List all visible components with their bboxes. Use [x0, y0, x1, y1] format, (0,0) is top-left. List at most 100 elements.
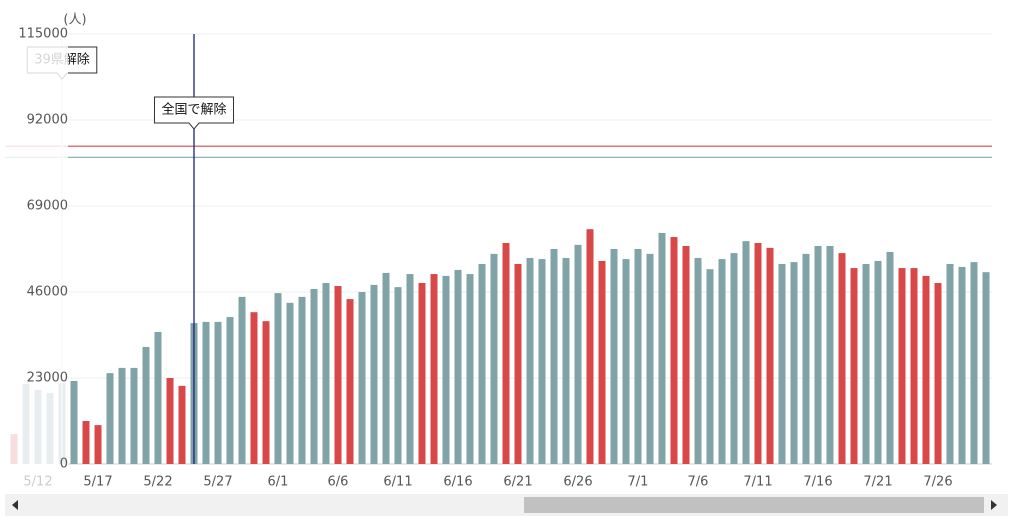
- bar: [178, 385, 186, 464]
- bar: [802, 253, 810, 464]
- bar: [610, 249, 618, 464]
- bar: [106, 373, 114, 464]
- y-tick-label: 115000: [18, 27, 68, 42]
- x-tick-label: 6/1: [268, 475, 289, 490]
- x-tick-label: 5/27: [203, 475, 232, 490]
- bar: [754, 243, 762, 464]
- bar: [358, 292, 366, 464]
- bar: [682, 246, 690, 464]
- bar: [166, 378, 174, 464]
- bar: [946, 263, 954, 464]
- bar: [658, 232, 666, 464]
- bar: [646, 253, 654, 464]
- scroll-right[interactable]: [991, 500, 997, 510]
- bar: [562, 257, 570, 464]
- bar: [442, 275, 450, 464]
- bar: [886, 251, 894, 464]
- bar: [622, 259, 630, 464]
- x-tick-label: 7/16: [803, 475, 832, 490]
- bar: [214, 321, 222, 464]
- bar: [70, 380, 78, 464]
- bar: [706, 269, 714, 464]
- bar: [766, 247, 774, 464]
- bar: [82, 421, 90, 464]
- bar: [898, 268, 906, 464]
- bar: [478, 263, 486, 464]
- bar: [226, 317, 234, 464]
- x-tick-label: 6/6: [328, 475, 349, 490]
- bar: [298, 296, 306, 464]
- y-tick-label: 23000: [27, 371, 68, 386]
- bar: [274, 293, 282, 464]
- scroll-thumb[interactable]: [524, 497, 984, 513]
- annotation-text: 全国で解除: [161, 102, 226, 118]
- bar: [310, 289, 318, 464]
- bar: [418, 283, 426, 464]
- bar: [910, 268, 918, 464]
- bar: [874, 260, 882, 464]
- bar: [970, 262, 978, 464]
- x-tick-label: 6/16: [443, 475, 472, 490]
- bar: [346, 299, 354, 464]
- x-tick-label: 5/17: [83, 475, 112, 490]
- y-tick-label: 69000: [27, 199, 68, 214]
- bar: [262, 321, 270, 464]
- bar: [814, 246, 822, 464]
- x-tick-label: 7/6: [688, 475, 709, 490]
- y-tick-label: 0: [60, 457, 68, 472]
- bar: [94, 425, 102, 464]
- bar: [850, 268, 858, 464]
- bar: [430, 274, 438, 464]
- bar: [202, 321, 210, 464]
- bar: [790, 262, 798, 464]
- x-tick-label: 5/22: [143, 475, 172, 490]
- bar: [130, 367, 138, 464]
- bar: [574, 244, 582, 464]
- bar: [526, 257, 534, 464]
- bar: [586, 229, 594, 464]
- bar: [466, 274, 474, 464]
- y-unit: (人): [63, 13, 86, 28]
- x-tick-label: 6/11: [383, 475, 412, 490]
- bar: [406, 274, 414, 464]
- bar: [982, 272, 990, 464]
- bar: [118, 367, 126, 464]
- bar: [382, 272, 390, 464]
- bar: [718, 259, 726, 464]
- bar: [922, 275, 930, 464]
- x-tick-label: 7/11: [743, 475, 772, 490]
- bar: [322, 283, 330, 464]
- x-tick-label: 7/26: [923, 475, 952, 490]
- bar: [154, 332, 162, 464]
- bar: [598, 260, 606, 464]
- bar: [550, 249, 558, 464]
- bar: [838, 253, 846, 464]
- bar: [502, 243, 510, 464]
- bar: [934, 283, 942, 464]
- bar: [142, 346, 150, 464]
- y-tick-label: 46000: [27, 285, 68, 300]
- bar: [334, 286, 342, 464]
- bar: [286, 302, 294, 464]
- bar: [694, 257, 702, 464]
- bar: [454, 269, 462, 464]
- x-tick-label: 6/21: [503, 475, 532, 490]
- bar: [958, 266, 966, 464]
- x-tick-label: 7/1: [628, 475, 649, 490]
- bar: [778, 263, 786, 464]
- y-tick-label: 92000: [27, 113, 68, 128]
- bar: [514, 263, 522, 464]
- x-tick-label: 5/12: [23, 475, 52, 490]
- scroll-left[interactable]: [12, 500, 18, 510]
- x-tick-label: 6/26: [563, 475, 592, 490]
- bar: [250, 312, 258, 464]
- annotation-box: [153, 96, 235, 130]
- x-tick-label: 7/21: [863, 475, 892, 490]
- bar: [370, 284, 378, 464]
- bar: [394, 287, 402, 464]
- bar: [634, 249, 642, 464]
- bar: [670, 237, 678, 464]
- bar: [730, 253, 738, 464]
- bar: [538, 259, 546, 464]
